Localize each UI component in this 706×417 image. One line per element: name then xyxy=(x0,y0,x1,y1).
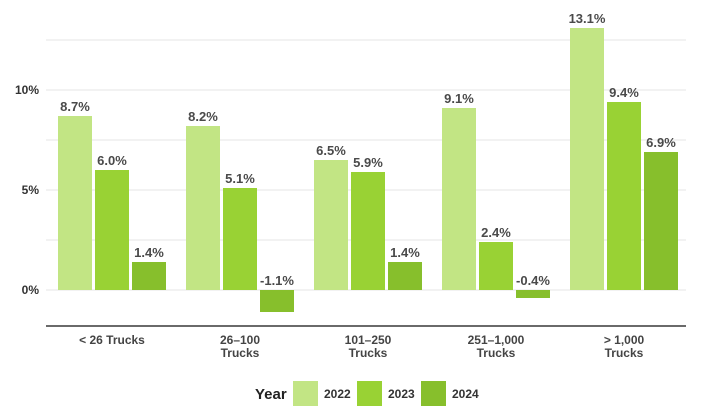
legend-label: 2022 xyxy=(324,387,351,401)
x-tick-label: 251–1,000 xyxy=(468,333,525,347)
legend-label: 2023 xyxy=(388,387,415,401)
legend-label: 2024 xyxy=(452,387,479,401)
y-tick-label: 0% xyxy=(22,283,40,297)
x-tick-label: > 1,000 xyxy=(604,333,645,347)
y-tick-label: 10% xyxy=(15,83,39,97)
legend-swatch xyxy=(293,381,318,406)
bars xyxy=(58,28,678,312)
data-label: 13.1% xyxy=(569,11,606,26)
legend: Year 2022 2023 2024 xyxy=(255,381,479,406)
bar-2023 xyxy=(223,188,257,290)
legend-swatch xyxy=(357,381,382,406)
x-tick-label: 26–100 xyxy=(220,333,260,347)
data-label: 5.1% xyxy=(225,171,255,186)
legend-title: Year xyxy=(255,386,287,403)
data-label: 1.4% xyxy=(390,245,420,260)
data-label: 1.4% xyxy=(134,245,164,260)
bar-2023 xyxy=(351,172,385,290)
bar-2022 xyxy=(186,126,220,290)
legend-item-2023: 2023 xyxy=(357,381,415,406)
data-label: 9.4% xyxy=(609,85,639,100)
bar-2024 xyxy=(132,262,166,290)
bar-2022 xyxy=(570,28,604,290)
bar-2024 xyxy=(260,290,294,312)
bar-2024 xyxy=(516,290,550,298)
data-label: 5.9% xyxy=(353,155,383,170)
y-tick-label: 5% xyxy=(22,183,40,197)
x-axis: < 26 Trucks 26–100Trucks101–250Trucks251–… xyxy=(46,325,686,360)
data-label: 2.4% xyxy=(481,225,511,240)
data-label: 9.1% xyxy=(444,91,474,106)
bar-2023 xyxy=(95,170,129,290)
bar-2022 xyxy=(58,116,92,290)
data-label: 6.0% xyxy=(97,153,127,168)
bar-2024 xyxy=(644,152,678,290)
bar-2023 xyxy=(479,242,513,290)
bar-2023 xyxy=(607,102,641,290)
x-tick-label: Trucks xyxy=(605,346,644,360)
data-label: 6.9% xyxy=(646,135,676,150)
data-label: 8.2% xyxy=(188,109,218,124)
data-labels: 8.7% 6.0% 1.4% 8.2% 5.1% -1.1% 6.5% 5.9% 1.4% 9.1… xyxy=(60,11,676,288)
x-tick-label: Trucks xyxy=(349,346,388,360)
data-label: 6.5% xyxy=(316,143,346,158)
x-tick-label: Trucks xyxy=(477,346,516,360)
data-label: -1.1% xyxy=(260,273,294,288)
x-tick-label: 101–250 xyxy=(345,333,392,347)
y-axis: 0% 5% 10% xyxy=(15,83,39,297)
legend-swatch xyxy=(421,381,446,406)
legend-item-2024: 2024 xyxy=(421,381,479,406)
x-tick-label: < 26 Trucks xyxy=(79,333,145,347)
legend-item-2022: 2022 xyxy=(293,381,351,406)
x-tick-label: Trucks xyxy=(221,346,260,360)
data-label: -0.4% xyxy=(516,273,550,288)
bar-2024 xyxy=(388,262,422,290)
data-label: 8.7% xyxy=(60,99,90,114)
bar-2022 xyxy=(442,108,476,290)
bar-2022 xyxy=(314,160,348,290)
